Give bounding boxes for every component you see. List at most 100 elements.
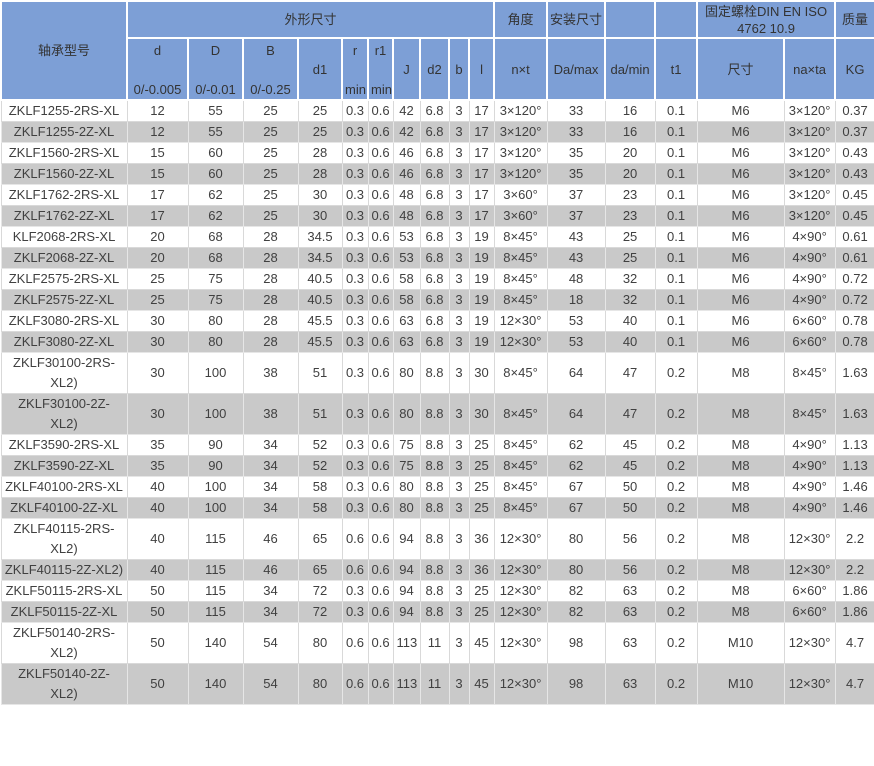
cell-naxta: 6×60° — [783, 580, 836, 602]
cell-t1: 0.2 — [654, 580, 698, 602]
cell-Da_max: 67 — [546, 476, 606, 498]
cell-J: 48 — [392, 184, 421, 206]
cell-r: 0.3 — [341, 580, 369, 602]
cell-B: 25 — [242, 142, 299, 164]
cell-b: 3 — [448, 184, 470, 206]
cell-b: 3 — [448, 518, 470, 560]
cell-D: 62 — [187, 184, 244, 206]
page: 轴承型号 外形尺寸 角度 安装尺寸 固定螺栓DIN EN ISO 4762 10… — [0, 0, 874, 705]
cell-d: 30 — [126, 393, 189, 435]
cell-r1: 0.6 — [367, 184, 394, 206]
table-row: ZKLF3080-2Z-XL 30 80 28 45.5 0.3 0.6 63 6.8 3 19 12… — [0, 331, 874, 353]
table-row: ZKLF40115-2Z-XL2) 40 115 46 65 0.6 0.6 94 8.8 3 36… — [0, 559, 874, 581]
cell-d: 25 — [126, 268, 189, 290]
cell-naxta: 4×90° — [783, 476, 836, 498]
cell-D: 115 — [187, 559, 244, 581]
table-row: ZKLF1762-2Z-XL 17 62 25 30 0.3 0.6 48 6.8 3 17 3×60… — [0, 205, 874, 227]
cell-t1: 0.2 — [654, 601, 698, 623]
cell-d1: 65 — [297, 518, 343, 560]
table-row: ZKLF50115-2Z-XL 50 115 34 72 0.3 0.6 94 8.8 3 25 12… — [0, 601, 874, 623]
cell-Da_max: 43 — [546, 226, 606, 248]
cell-r1: 0.6 — [367, 476, 394, 498]
cell-b: 3 — [448, 247, 470, 269]
cell-naxta: 12×30° — [783, 559, 836, 581]
cell-t1: 0.1 — [654, 205, 698, 227]
cell-D: 68 — [187, 226, 244, 248]
table-row: ZKLF50140-2RS-XL2) 50 140 54 80 0.6 0.6 113 11 3 4… — [0, 622, 874, 664]
cell-Da_max: 98 — [546, 663, 606, 705]
cell-J: 80 — [392, 393, 421, 435]
cell-kg: 0.72 — [834, 268, 874, 290]
cell-nxt: 3×60° — [493, 205, 548, 227]
cell-nxt: 3×120° — [493, 121, 548, 143]
cell-naxta: 6×60° — [783, 331, 836, 353]
cell-da_min: 63 — [604, 622, 656, 664]
cell-model: ZKLF3590-2RS-XL — [0, 434, 128, 456]
cell-da_min: 50 — [604, 476, 656, 498]
cell-naxta: 3×120° — [783, 205, 836, 227]
cell-d2: 6.8 — [419, 289, 450, 311]
cell-size: M6 — [696, 331, 785, 353]
cell-J: 94 — [392, 518, 421, 560]
cell-d2: 8.8 — [419, 434, 450, 456]
cell-da_min: 32 — [604, 289, 656, 311]
cell-nxt: 12×30° — [493, 622, 548, 664]
cell-t1: 0.1 — [654, 310, 698, 332]
cell-B: 34 — [242, 601, 299, 623]
cell-l: 36 — [468, 518, 495, 560]
cell-d: 40 — [126, 497, 189, 519]
cell-B: 34 — [242, 434, 299, 456]
cell-b: 3 — [448, 497, 470, 519]
cell-r1: 0.6 — [367, 352, 394, 394]
table-row: ZKLF2575-2Z-XL 25 75 28 40.5 0.3 0.6 58 6.8 3 19 8×… — [0, 289, 874, 311]
cell-b: 3 — [448, 580, 470, 602]
cell-d1: 65 — [297, 559, 343, 581]
cell-J: 80 — [392, 476, 421, 498]
cell-model: ZKLF1560-2RS-XL — [0, 142, 128, 164]
group-header-bolt: 固定螺栓DIN EN ISO 4762 10.9 — [696, 0, 837, 39]
cell-model: ZKLF1762-2RS-XL — [0, 184, 128, 206]
cell-J: 63 — [392, 331, 421, 353]
cell-naxta: 12×30° — [783, 622, 836, 664]
col-header-b: b — [448, 37, 470, 101]
cell-r1: 0.6 — [367, 205, 394, 227]
cell-d1: 28 — [297, 142, 343, 164]
cell-l: 19 — [468, 331, 495, 353]
cell-da_min: 40 — [604, 310, 656, 332]
cell-d: 35 — [126, 455, 189, 477]
cell-J: 75 — [392, 434, 421, 456]
cell-r1: 0.6 — [367, 268, 394, 290]
cell-model: ZKLF3590-2Z-XL — [0, 455, 128, 477]
cell-naxta: 3×120° — [783, 163, 836, 185]
cell-model: ZKLF50140-2RS-XL2) — [0, 622, 128, 664]
cell-da_min: 56 — [604, 518, 656, 560]
cell-naxta: 3×120° — [783, 184, 836, 206]
cell-kg: 1.13 — [834, 434, 874, 456]
col-header-l: l — [467, 37, 496, 101]
cell-D: 75 — [187, 268, 244, 290]
cell-da_min: 23 — [604, 205, 656, 227]
cell-naxta: 8×45° — [783, 393, 836, 435]
table-row: ZKLF40100-2Z-XL 40 100 34 58 0.3 0.6 80 8.8 3 25 8×… — [0, 497, 874, 519]
cell-da_min: 63 — [604, 663, 656, 705]
cell-size: M8 — [696, 559, 785, 581]
cell-l: 45 — [468, 622, 495, 664]
cell-model: ZKLF40115-2RS-XL2) — [0, 518, 128, 560]
cell-d2: 11 — [419, 663, 450, 705]
table-row: ZKLF40100-2RS-XL 40 100 34 58 0.3 0.6 80 8.8 3 25 8… — [0, 476, 874, 498]
cell-d1: 34.5 — [297, 247, 343, 269]
cell-size: M8 — [696, 497, 785, 519]
cell-B: 38 — [242, 352, 299, 394]
cell-B: 38 — [242, 393, 299, 435]
cell-nxt: 3×120° — [493, 163, 548, 185]
cell-D: 55 — [187, 99, 244, 122]
cell-Da_max: 48 — [546, 268, 606, 290]
cell-model: ZKLF2575-2Z-XL — [0, 289, 128, 311]
cell-b: 3 — [448, 163, 470, 185]
col-header-kg: KG — [834, 37, 874, 101]
cell-da_min: 47 — [604, 352, 656, 394]
cell-d2: 8.8 — [419, 559, 450, 581]
cell-kg: 1.13 — [834, 455, 874, 477]
cell-size: M6 — [696, 184, 785, 206]
cell-r1: 0.6 — [367, 99, 394, 122]
